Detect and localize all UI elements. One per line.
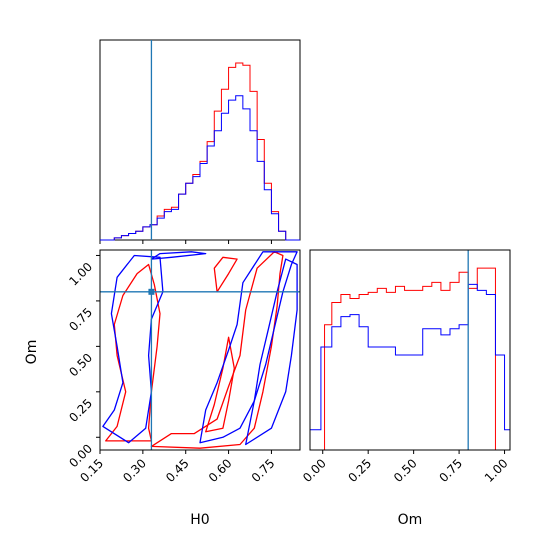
- joint-frame: [99, 249, 301, 451]
- om-tick-label-x: 1.00: [482, 456, 511, 485]
- om-tick-label-x: 0.25: [346, 456, 375, 485]
- h0-histogram-series: [100, 62, 300, 241]
- contour-series-1: [213, 256, 238, 293]
- joint-truth-marker: [148, 288, 155, 295]
- om-tick-label-y: 1.00: [66, 260, 95, 289]
- om-histogram-series-1: [310, 267, 510, 450]
- om-tick-label-y: 0.75: [66, 305, 95, 334]
- h0-axis-label: H0: [190, 512, 209, 528]
- contour-series-2: [245, 258, 298, 446]
- joint-x-ticks: 0.15 0.30 0.45 0.60 0.75: [77, 450, 278, 485]
- contour-series-2: [199, 251, 298, 444]
- om-tick-label-y: 0.25: [66, 396, 95, 425]
- om-tick-label-x: 0.75: [436, 456, 465, 485]
- joint-y-ticks: 0.000.250.500.751.00: [66, 254, 100, 470]
- om-histogram-panel: 0.00 0.25 0.50 0.75 1.00: [300, 249, 511, 485]
- h0-histogram-series-2: [100, 95, 300, 241]
- h0-tick-label: 0.45: [163, 456, 192, 485]
- om-x-ticks: 0.00 0.25 0.50 0.75 1.00: [300, 450, 511, 485]
- h0-tick-label: 0.30: [120, 456, 149, 485]
- contour-series-1: [205, 336, 235, 433]
- h0-tick-label: 0.60: [206, 456, 235, 485]
- contour-series-1: [150, 251, 284, 449]
- om-tick-label-x: 0.00: [300, 456, 329, 485]
- contour-series-2: [102, 254, 164, 444]
- h0-histogram-frame: [99, 39, 301, 241]
- om-tick-label-y: 0.50: [66, 351, 95, 380]
- contour-series-2: [150, 251, 207, 260]
- h0-histogram-ticks: [99, 240, 272, 244]
- joint-contour-panel: 0.15 0.30 0.45 0.60 0.75 0.000.250.500.751.0…: [66, 249, 301, 485]
- om-tick-label-x: 0.50: [391, 456, 420, 485]
- h0-tick-label: 0.75: [249, 456, 278, 485]
- joint-contours: [102, 251, 298, 449]
- h0-histogram-panel: [99, 39, 301, 244]
- om-axis-label-x: Om: [398, 512, 423, 528]
- om-histogram-series: [310, 267, 510, 450]
- om-histogram-series-2: [310, 283, 510, 431]
- om-axis-label-y: Om: [24, 340, 40, 365]
- h0-histogram-series-1: [100, 62, 300, 241]
- om-histogram-frame: [309, 249, 511, 451]
